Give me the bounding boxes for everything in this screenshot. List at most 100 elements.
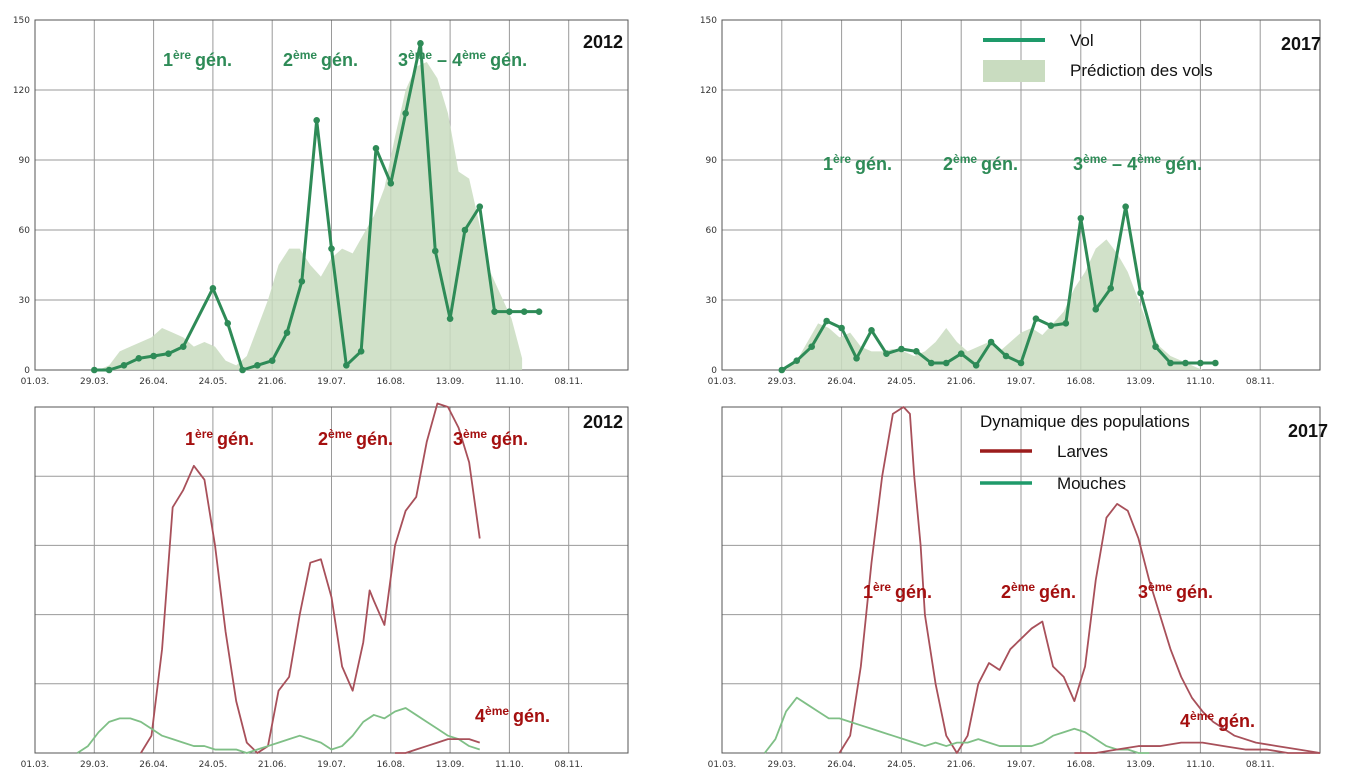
flight-point <box>417 40 424 47</box>
x-tick-label: 19.07. <box>1007 760 1036 770</box>
x-tick-label: 01.03. <box>21 760 50 770</box>
flies-series-line <box>764 696 1150 754</box>
flight-point <box>328 245 335 252</box>
chart-svg: 01.03. 29.03. 26.04. 24.05. 21.06. 19.07. 16.0… <box>700 16 1321 386</box>
y-tick-label: 150 <box>13 16 30 26</box>
x-tick-label: 21.06. <box>258 377 287 386</box>
generation-label: 3ème gén. <box>453 427 528 449</box>
flight-point <box>179 343 187 350</box>
y-tick-label: 60 <box>19 226 31 236</box>
x-tick-label: 21.06. <box>947 760 976 770</box>
flies-series-line <box>76 707 481 754</box>
larvae-series-line <box>838 406 1321 754</box>
flight-point <box>1137 289 1144 297</box>
flight-point <box>957 350 965 357</box>
year-label: 2012 <box>583 412 623 432</box>
flight-point <box>105 366 113 374</box>
prediction-area <box>786 239 1203 370</box>
flight-point <box>461 226 469 234</box>
year-label: 2017 <box>1281 34 1321 54</box>
flight-point <box>491 308 498 315</box>
x-tick-label: 29.03. <box>80 377 109 386</box>
flight-point <box>446 315 454 322</box>
flight-point <box>987 338 995 346</box>
larvae-series-line <box>395 738 481 754</box>
flight-point <box>135 355 143 362</box>
flight-point <box>1047 322 1055 329</box>
x-tick-label: 11.10. <box>1186 760 1215 770</box>
generation-label: 1ère gén. <box>185 427 254 449</box>
chart-svg: 01.03. 29.03. 26.04. 24.05. 21.06. 19.07. 16.0… <box>708 406 1328 770</box>
x-tick-label: 01.03. <box>708 760 737 770</box>
flight-point <box>1212 359 1219 367</box>
generation-label: 3ème gén. <box>1138 580 1213 602</box>
grid <box>721 406 1321 754</box>
prediction-area <box>98 62 523 370</box>
flight-point <box>506 308 513 315</box>
flight-point <box>1062 320 1070 327</box>
x-tick-label: 19.07. <box>317 377 346 386</box>
flight-point <box>268 357 276 364</box>
flight-point <box>1152 343 1159 350</box>
generation-label: 1ère gén. <box>163 48 232 70</box>
generation-label: 4ème gén. <box>1180 709 1255 731</box>
x-tick-label: 11.10. <box>495 377 524 386</box>
y-tick-label: 120 <box>13 86 30 96</box>
flight-point <box>150 352 157 360</box>
y-tick-label: 90 <box>19 156 31 166</box>
chart-2017-population: 01.03. 29.03. 26.04. 24.05. 21.06. 19.07. 16.0… <box>688 397 1363 772</box>
flight-point <box>120 362 128 369</box>
flight-point <box>372 145 380 152</box>
flight-point <box>1092 306 1100 313</box>
flight-point <box>1077 215 1085 222</box>
flight-point <box>972 362 980 369</box>
flight-point <box>1017 359 1025 367</box>
flight-point <box>165 350 172 357</box>
y-tick-label: 120 <box>700 86 717 96</box>
larvae-series-line <box>140 402 481 754</box>
flight-point <box>402 110 409 117</box>
x-tick-label: 16.08. <box>376 377 405 386</box>
flight-point <box>357 348 365 355</box>
flight-point <box>387 180 395 187</box>
x-tick-label: 01.03. <box>708 377 737 386</box>
flight-point <box>823 317 830 325</box>
flight-point <box>313 117 320 124</box>
generation-label: 2ème gén. <box>1001 580 1076 602</box>
chart-svg: 01.03. 29.03. 26.04. 24.05. 21.06. 19.07. 16.0… <box>21 402 629 770</box>
flight-point <box>254 362 261 369</box>
flight-point <box>853 355 860 362</box>
year-label: 2017 <box>1288 421 1328 441</box>
flight-point <box>239 366 246 374</box>
flight-point <box>1107 285 1114 292</box>
x-tick-label: 19.07. <box>317 760 346 770</box>
chart-2012-flights: 01.03. 29.03. 26.04. 24.05. 21.06. 19.07. 16.0… <box>0 0 668 386</box>
legend-label-larves: Larves <box>1057 442 1108 461</box>
generation-label: 1ère gén. <box>863 580 932 602</box>
flight-series-line <box>781 205 1216 372</box>
x-tick-label: 11.10. <box>495 760 524 770</box>
chart-2017-flights: 01.03. 29.03. 26.04. 24.05. 21.06. 19.07. 16.0… <box>688 0 1363 386</box>
x-tick-label: 08.11. <box>554 760 583 770</box>
y-tick-label: 150 <box>700 16 717 26</box>
y-tick-label: 0 <box>711 366 717 376</box>
x-tick-label: 26.04. <box>139 377 168 386</box>
x-tick-label: 26.04. <box>827 760 856 770</box>
flight-point <box>91 366 98 374</box>
legend-label-prediction: Prédiction des vols <box>1070 61 1213 80</box>
flight-point <box>898 345 905 353</box>
legend-label-mouches: Mouches <box>1057 474 1126 493</box>
legend-swatch-prediction <box>983 60 1045 82</box>
flight-point <box>1167 359 1174 367</box>
x-tick-label: 26.04. <box>139 760 168 770</box>
generation-label: 1ère gén. <box>823 152 892 174</box>
x-tick-label: 21.06. <box>258 760 287 770</box>
y-tick-label: 0 <box>24 366 30 376</box>
generation-label: 2ème gén. <box>318 427 393 449</box>
flight-point <box>1197 359 1204 367</box>
flight-point <box>1182 359 1189 367</box>
x-tick-label: 24.05. <box>887 377 916 386</box>
plot-frame <box>34 406 629 754</box>
x-tick-label: 13.09. <box>1126 760 1155 770</box>
y-tick-label: 90 <box>706 156 718 166</box>
